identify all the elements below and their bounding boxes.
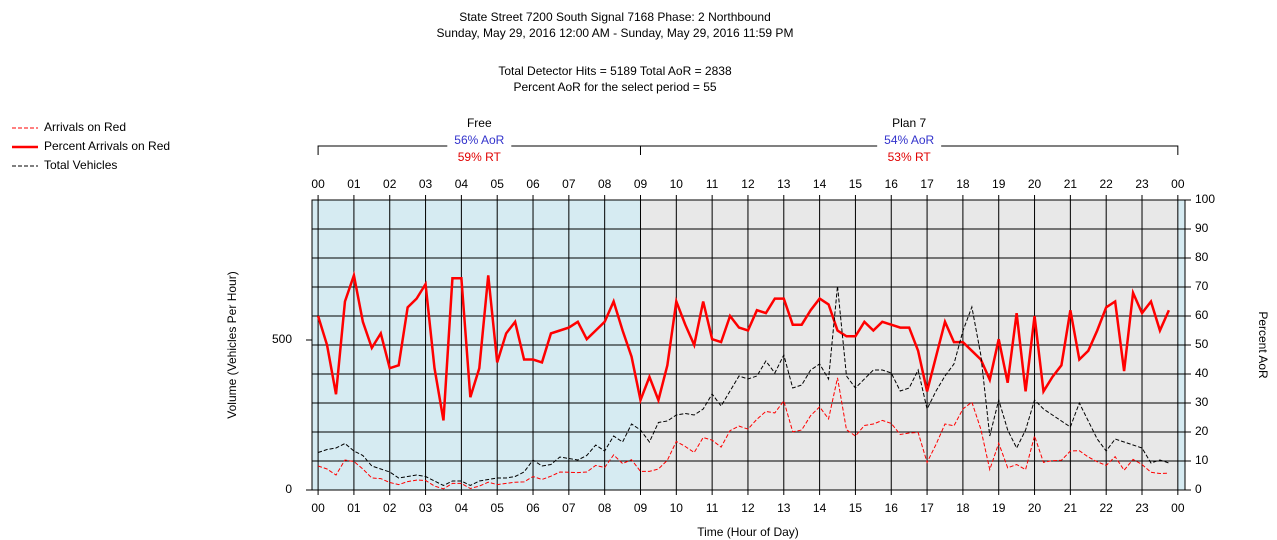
y2-axis-label: Percent AoR (1256, 311, 1270, 379)
plan-rt: 53% RT (888, 150, 932, 164)
plan-name: Plan 7 (892, 116, 926, 130)
chart-title: State Street 7200 South Signal 7168 Phas… (459, 10, 771, 24)
plan-rt: 59% RT (458, 150, 502, 164)
x-top-tick-label: 19 (992, 177, 1006, 191)
y2-tick-label: 10 (1195, 453, 1209, 467)
y2-tick-label: 100 (1195, 192, 1215, 206)
legend-label: Total Vehicles (44, 158, 117, 172)
y-axis-label: Volume (Vehicles Per Hour) (225, 271, 239, 418)
y-tick-label: 0 (285, 482, 292, 496)
y2-tick-label: 60 (1195, 308, 1209, 322)
plan-aor: 56% AoR (454, 133, 504, 147)
chart-subtitle: Sunday, May 29, 2016 12:00 AM - Sunday, … (437, 26, 794, 40)
plan-name: Free (467, 116, 492, 130)
x-tick-label: 12 (741, 501, 755, 515)
x-top-tick-label: 11 (706, 177, 719, 191)
x-tick-label: 01 (347, 501, 361, 515)
x-top-tick-label: 12 (741, 177, 755, 191)
summary: Total Detector Hits = 5189 Total AoR = 2… (498, 64, 732, 78)
x-top-tick-label: 13 (777, 177, 791, 191)
x-tick-label: 11 (706, 501, 719, 515)
x-top-tick-label: 20 (1028, 177, 1042, 191)
x-top-tick-label: 10 (670, 177, 684, 191)
x-top-tick-label: 06 (526, 177, 540, 191)
x-top-tick-label: 21 (1064, 177, 1078, 191)
x-top-tick-label: 14 (813, 177, 827, 191)
x-tick-label: 15 (849, 501, 863, 515)
series-line (316, 270, 1171, 421)
x-tick-label: 06 (526, 501, 540, 515)
plan-label-bg (447, 134, 512, 148)
legend-label: Percent Arrivals on Red (44, 139, 170, 153)
x-top-tick-label: 15 (849, 177, 863, 191)
y2-tick-label: 70 (1195, 279, 1209, 293)
series-line (317, 377, 1169, 490)
x-tick-label: 19 (992, 501, 1006, 515)
x-top-tick-label: 01 (347, 177, 361, 191)
y-tick-label: 500 (272, 332, 292, 346)
x-tick-label: 08 (598, 501, 612, 515)
x-tick-label: 22 (1100, 501, 1114, 515)
x-tick-label: 04 (455, 501, 469, 515)
x-top-tick-label: 00 (1171, 177, 1185, 191)
x-tick-label: 00 (311, 501, 325, 515)
x-tick-label: 09 (634, 501, 648, 515)
y2-tick-label: 50 (1195, 337, 1209, 351)
x-tick-label: 20 (1028, 501, 1042, 515)
y2-tick-label: 80 (1195, 250, 1209, 264)
x-tick-label: 13 (777, 501, 791, 515)
legend-label: Arrivals on Red (44, 120, 126, 134)
x-top-tick-label: 23 (1135, 177, 1149, 191)
x-top-tick-label: 16 (885, 177, 899, 191)
x-tick-label: 10 (670, 501, 684, 515)
y2-tick-label: 40 (1195, 366, 1209, 380)
x-top-tick-label: 08 (598, 177, 612, 191)
summary: Percent AoR for the select period = 55 (513, 80, 716, 94)
x-top-tick-label: 05 (491, 177, 505, 191)
y2-tick-label: 90 (1195, 221, 1209, 235)
y2-tick-label: 0 (1195, 482, 1202, 496)
x-tick-label: 14 (813, 501, 827, 515)
x-top-tick-label: 17 (920, 177, 934, 191)
x-top-tick-label: 07 (562, 177, 576, 191)
x-tick-label: 05 (491, 501, 505, 515)
x-tick-label: 00 (1171, 501, 1185, 515)
x-top-tick-label: 22 (1100, 177, 1114, 191)
x-top-tick-label: 03 (419, 177, 433, 191)
x-tick-label: 03 (419, 501, 433, 515)
x-axis-label: Time (Hour of Day) (697, 525, 799, 539)
series-line (317, 285, 1170, 487)
x-top-tick-label: 18 (956, 177, 970, 191)
y2-tick-label: 20 (1195, 424, 1209, 438)
x-top-tick-label: 00 (311, 177, 325, 191)
x-top-tick-label: 04 (455, 177, 469, 191)
y2-tick-label: 30 (1195, 395, 1209, 409)
plan-aor: 54% AoR (884, 133, 934, 147)
x-tick-label: 16 (885, 501, 899, 515)
x-tick-label: 07 (562, 501, 576, 515)
plan-label-bg (877, 134, 942, 148)
x-tick-label: 17 (920, 501, 934, 515)
x-top-tick-label: 09 (634, 177, 648, 191)
x-top-tick-label: 02 (383, 177, 397, 191)
x-tick-label: 21 (1064, 501, 1078, 515)
x-tick-label: 02 (383, 501, 397, 515)
lines (316, 270, 1171, 490)
x-tick-label: 23 (1135, 501, 1149, 515)
x-tick-label: 18 (956, 501, 970, 515)
